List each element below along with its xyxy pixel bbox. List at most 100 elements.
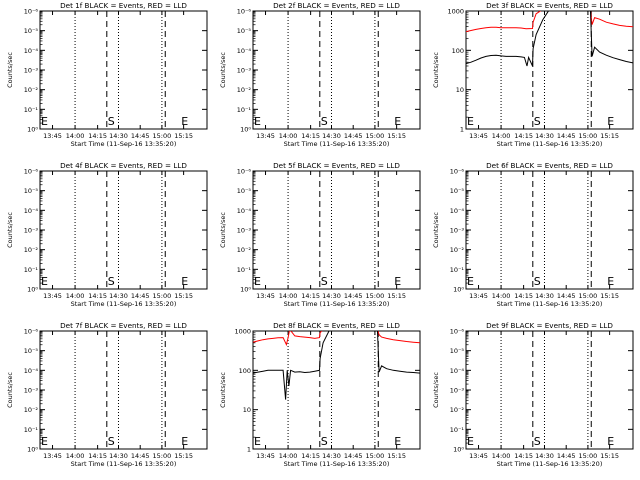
x-tick-label: 15:15: [387, 132, 406, 140]
y-axis-label: Counts/sec: [6, 212, 14, 248]
x-tick-label: 13:45: [43, 132, 62, 140]
y-axis-label: Counts/sec: [432, 372, 440, 408]
x-tick-label: 15:15: [387, 292, 406, 300]
x-tick-label: 13:45: [256, 292, 275, 300]
x-axis-label: Start Time (11-Sep-16 13:35:20): [71, 300, 177, 308]
y-tick-label: 10⁻³: [237, 67, 252, 75]
y-axis-label: Counts/sec: [6, 372, 14, 408]
x-tick-label: 14:00: [279, 132, 298, 140]
y-tick-label: 10⁻⁴: [24, 367, 39, 375]
chart-title: Det 8f BLACK = Events, RED = LLD: [273, 321, 400, 330]
x-tick-label: 15:00: [579, 452, 598, 460]
y-tick-label: 10⁻⁶: [24, 8, 39, 16]
marker-s: S: [534, 275, 541, 288]
x-tick-label: 14:30: [322, 452, 341, 460]
x-tick-label: 15:00: [579, 132, 598, 140]
panel-chart-svg: Det 6f BLACK = Events, RED = LLD 10⁰ 10⁻¹ 1…: [432, 161, 634, 308]
y-tick-label: 10⁻¹: [450, 266, 465, 274]
x-tick-label: 14:45: [131, 292, 150, 300]
plot-frame: [252, 330, 421, 450]
marker-e: E: [607, 435, 614, 448]
x-tick-label: 14:15: [514, 132, 533, 140]
y-tick-label: 10⁰: [240, 286, 251, 294]
x-tick-label: 14:00: [66, 452, 85, 460]
x-tick-label: 15:00: [153, 132, 172, 140]
detector-panel-4: Det 4f BLACK = Events, RED = LLD 10⁰ 10⁻¹ 1…: [0, 160, 213, 320]
y-axis-label: Counts/sec: [219, 212, 227, 248]
marker-s: S: [534, 115, 541, 128]
marker-e: E: [607, 115, 614, 128]
chart-title: Det 6f BLACK = Events, RED = LLD: [486, 161, 613, 170]
marker-e: E: [41, 435, 48, 448]
y-tick-label: 10⁻³: [450, 387, 465, 395]
x-tick-label: 14:15: [88, 452, 107, 460]
y-tick-label: 10⁻¹: [24, 426, 39, 434]
x-tick-label: 13:45: [43, 452, 62, 460]
plot-frame: [39, 170, 208, 290]
plot-frame: [465, 170, 634, 290]
panel-chart-svg: Det 5f BLACK = Events, RED = LLD 10⁰ 10⁻¹ 1…: [219, 161, 421, 308]
y-tick-label: 10⁻⁵: [237, 27, 252, 35]
marker-e: E: [467, 115, 474, 128]
x-tick-label: 13:45: [43, 292, 62, 300]
y-tick-label: 10: [243, 406, 251, 414]
x-tick-label: 15:00: [153, 292, 172, 300]
y-tick-label: 1000: [447, 8, 464, 16]
x-tick-label: 14:00: [492, 132, 511, 140]
x-tick-label: 14:00: [279, 452, 298, 460]
x-tick-label: 14:00: [66, 292, 85, 300]
x-tick-label: 14:45: [557, 132, 576, 140]
x-tick-label: 13:45: [256, 452, 275, 460]
y-tick-label: 10⁻⁴: [237, 47, 252, 55]
y-tick-label: 10⁻¹: [24, 106, 39, 114]
detector-panel-9: Det 9f BLACK = Events, RED = LLD 10⁰ 10⁻¹ 1…: [426, 320, 639, 480]
y-axis-label: Counts/sec: [219, 52, 227, 88]
x-tick-label: 14:00: [66, 132, 85, 140]
marker-e: E: [41, 275, 48, 288]
y-tick-label: 10⁻¹: [237, 106, 252, 114]
y-tick-label: 10⁰: [453, 446, 464, 454]
y-tick-label: 10⁻⁴: [450, 207, 465, 215]
marker-e: E: [254, 115, 261, 128]
y-axis-label: Counts/sec: [432, 212, 440, 248]
x-tick-label: 14:30: [109, 132, 128, 140]
y-tick-label: 10⁻³: [24, 387, 39, 395]
x-tick-label: 14:30: [535, 132, 554, 140]
x-tick-label: 14:45: [344, 452, 363, 460]
y-tick-label: 10⁻³: [24, 67, 39, 75]
y-tick-label: 100: [239, 367, 251, 375]
marker-s: S: [321, 435, 328, 448]
x-tick-label: 14:30: [535, 292, 554, 300]
y-tick-label: 10⁻³: [450, 227, 465, 235]
x-tick-label: 15:15: [174, 452, 193, 460]
detector-panel-2: Det 2f BLACK = Events, RED = LLD 10⁰ 10⁻¹ 1…: [213, 0, 426, 160]
x-tick-label: 14:15: [301, 132, 320, 140]
x-tick-label: 13:45: [256, 132, 275, 140]
marker-s: S: [108, 115, 115, 128]
x-tick-label: 15:15: [387, 452, 406, 460]
x-tick-label: 14:30: [535, 452, 554, 460]
x-axis-label: Start Time (11-Sep-16 13:35:20): [284, 460, 390, 468]
plot-frame: [39, 10, 208, 130]
x-tick-label: 14:30: [322, 132, 341, 140]
x-tick-label: 14:45: [131, 452, 150, 460]
marker-s: S: [534, 435, 541, 448]
x-axis-label: Start Time (11-Sep-16 13:35:20): [71, 140, 177, 148]
y-tick-label: 10⁻¹: [24, 266, 39, 274]
x-tick-label: 14:45: [557, 452, 576, 460]
x-tick-label: 14:45: [131, 132, 150, 140]
x-tick-label: 14:45: [344, 132, 363, 140]
y-tick-label: 10⁻⁵: [24, 347, 39, 355]
chart-title: Det 2f BLACK = Events, RED = LLD: [273, 1, 400, 10]
x-tick-label: 14:15: [514, 292, 533, 300]
x-tick-label: 15:15: [174, 132, 193, 140]
x-tick-label: 15:15: [600, 132, 619, 140]
x-tick-label: 14:15: [514, 452, 533, 460]
marker-e: E: [254, 435, 261, 448]
x-tick-label: 14:15: [301, 452, 320, 460]
panel-chart-svg: Det 3f BLACK = Events, RED = LLD 1 10 100 10…: [432, 1, 634, 148]
x-tick-label: 15:00: [366, 292, 385, 300]
plot-frame: [252, 170, 421, 290]
marker-s: S: [321, 115, 328, 128]
y-tick-label: 100: [452, 47, 464, 55]
